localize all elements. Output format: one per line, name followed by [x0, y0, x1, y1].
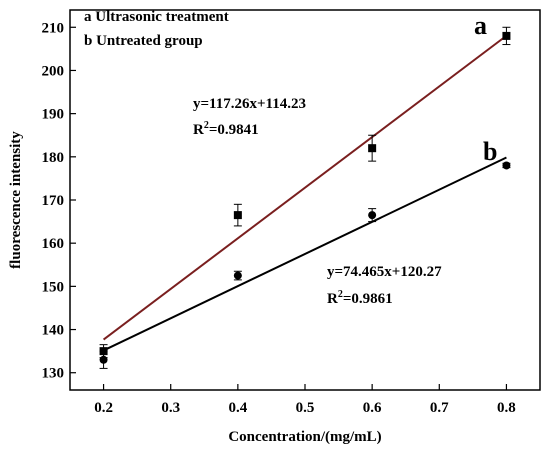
x-tick-label: 0.8: [497, 400, 516, 416]
series-a-tag: a: [474, 11, 487, 40]
y-axis-title: fluorescence intensity: [8, 131, 24, 269]
series-b-r2-sup: 2: [338, 289, 343, 300]
fit-line-a: [102, 34, 508, 341]
y-tick-label: 200: [42, 63, 65, 79]
y-tick-label: 190: [42, 107, 65, 123]
x-axis-title: Concentration/(mg/mL): [228, 429, 381, 445]
series-a-equation: y=117.26x+114.23: [193, 96, 306, 112]
x-tick-label: 0.2: [94, 400, 113, 416]
data-point-b: [502, 161, 511, 170]
series-a-r2: R2=0.9841: [193, 120, 259, 138]
series-b-r2-prefix: R: [327, 291, 338, 307]
series-b-r2-value: =0.9861: [343, 291, 393, 307]
x-tick-label: 0.3: [161, 400, 180, 416]
series-a-r2-value: =0.9841: [209, 122, 259, 138]
data-point-a: [233, 211, 242, 220]
data-point-layer: [99, 26, 511, 369]
series-b-equation: y=74.465x+120.27: [327, 264, 442, 280]
data-point-b: [99, 355, 108, 364]
series-a-r2-sup: 2: [204, 120, 209, 131]
series-b-r2: R2=0.9861: [327, 289, 393, 307]
x-tick-label: 0.4: [228, 400, 247, 416]
x-tick-label: 0.7: [430, 400, 449, 416]
series-b-tag: b: [483, 137, 497, 166]
y-tick-label: 210: [42, 20, 65, 36]
data-point-b: [368, 211, 377, 220]
x-tick-label: 0.5: [296, 400, 315, 416]
y-tick-label: 150: [42, 279, 65, 295]
data-point-a: [502, 31, 511, 40]
x-tick-label: 0.6: [363, 400, 382, 416]
fit-line-layer: [102, 34, 508, 352]
data-point-a: [368, 144, 377, 153]
y-tick-label: 170: [42, 193, 65, 209]
fit-line-b: [103, 156, 507, 352]
legend-entry-a: a Ultrasonic treatment: [84, 9, 229, 25]
series-a-r2-prefix: R: [193, 122, 204, 138]
tick-layer: 0.2 0.3 0.4 0.5 0.6 0.7 0.8 130 140 150 160 170 180 1…: [42, 20, 516, 416]
y-tick-label: 140: [42, 323, 65, 339]
y-tick-label: 180: [42, 150, 65, 166]
y-tick-label: 160: [42, 236, 65, 252]
data-point-b: [233, 271, 242, 280]
y-tick-label: 130: [42, 366, 65, 382]
legend-entry-b: b Untreated group: [84, 33, 203, 49]
